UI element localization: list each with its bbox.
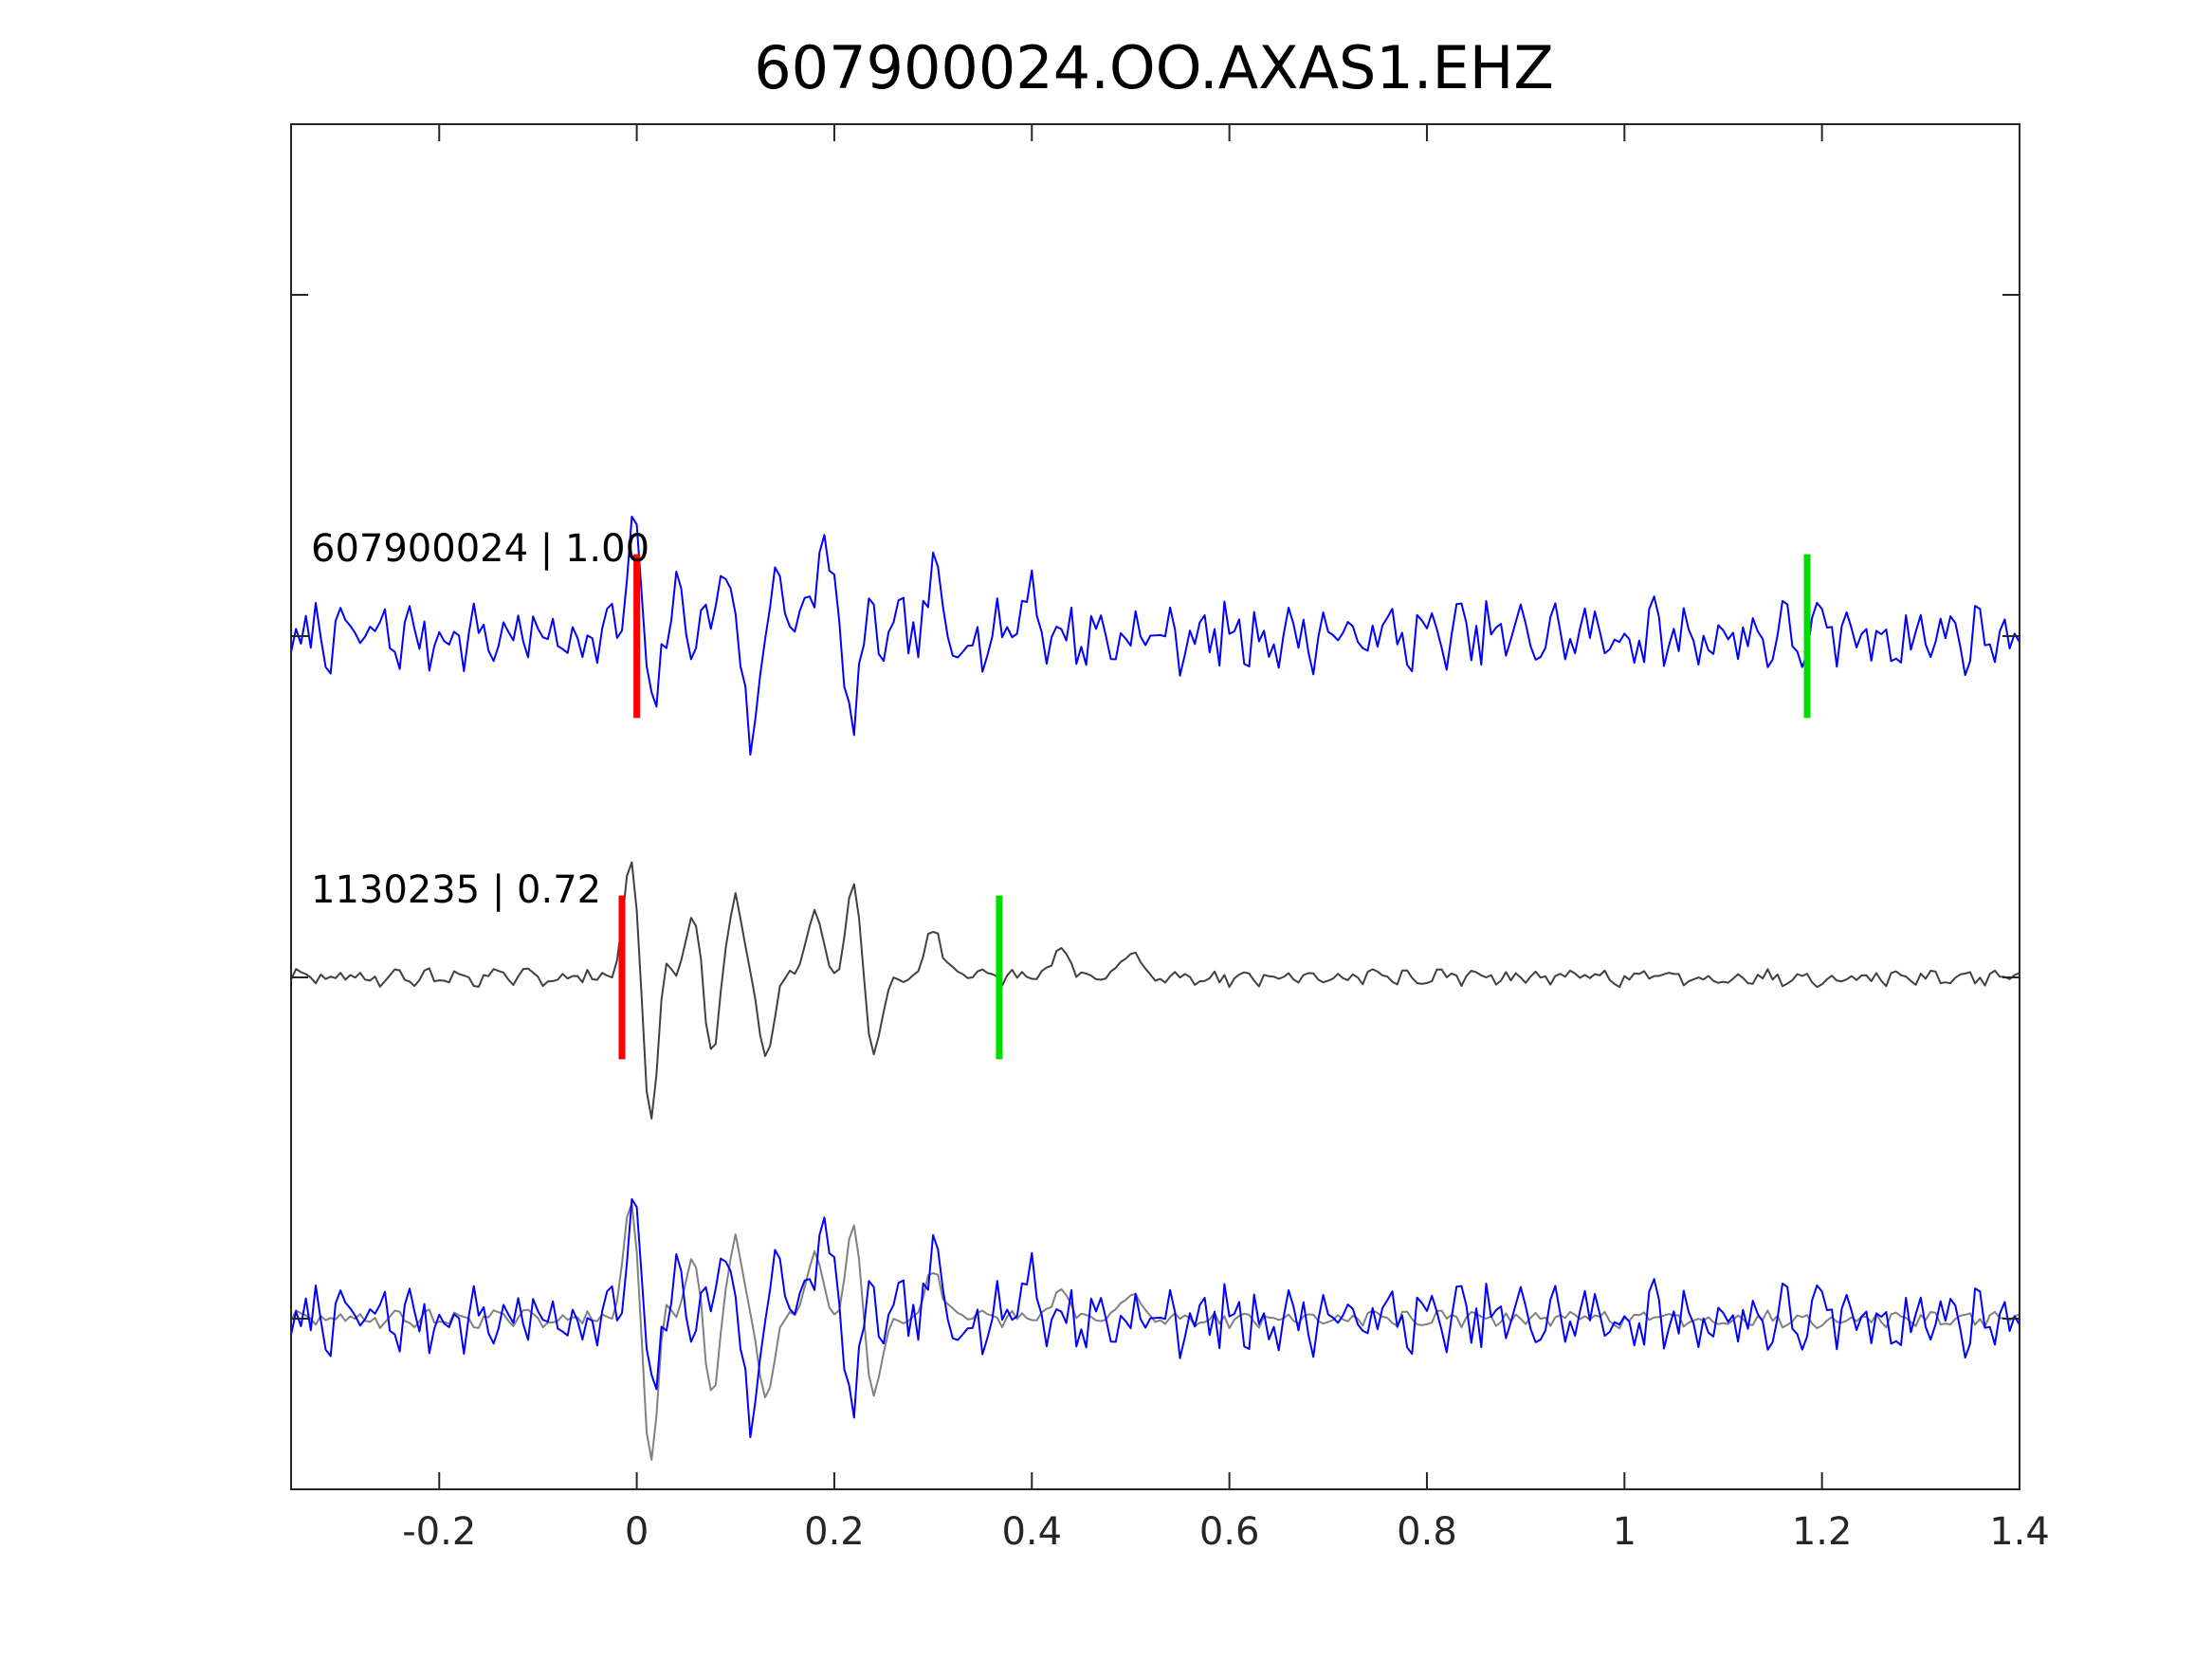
x-tick-label: 0.6 bbox=[1199, 1510, 1260, 1554]
overlay-trace-line-1 bbox=[290, 1202, 2020, 1461]
trace-line-1 bbox=[290, 515, 2020, 757]
trace-line-2 bbox=[290, 861, 2020, 1120]
x-tick-label: 0.2 bbox=[804, 1510, 865, 1554]
trace-label-2: 1130235 | 0.72 bbox=[311, 868, 601, 912]
x-tick-label: 1.4 bbox=[1989, 1510, 2050, 1554]
trace-labels: 607900024 | 1.00 1130235 | 0.72 bbox=[311, 527, 649, 912]
x-tick-label: 0.8 bbox=[1397, 1510, 1457, 1554]
plot-area bbox=[290, 515, 2020, 1461]
trace-label-1: 607900024 | 1.00 bbox=[311, 527, 649, 571]
x-tick-label: 1.2 bbox=[1792, 1510, 1853, 1554]
axis-ticks: -0.2 0 0.2 0.4 0.6 0.8 1 1.2 1.4 bbox=[291, 124, 2050, 1554]
x-tick-label: 0.4 bbox=[1001, 1510, 1062, 1554]
x-tick-label: 0 bbox=[625, 1510, 649, 1554]
axes-frame bbox=[290, 123, 2020, 1490]
overlay-trace-line-2 bbox=[290, 1197, 2020, 1439]
x-tick-label: 1 bbox=[1613, 1510, 1636, 1554]
x-tick-label: -0.2 bbox=[402, 1510, 476, 1554]
chart-title: 607900024.OO.AXAS1.EHZ bbox=[754, 33, 1554, 102]
